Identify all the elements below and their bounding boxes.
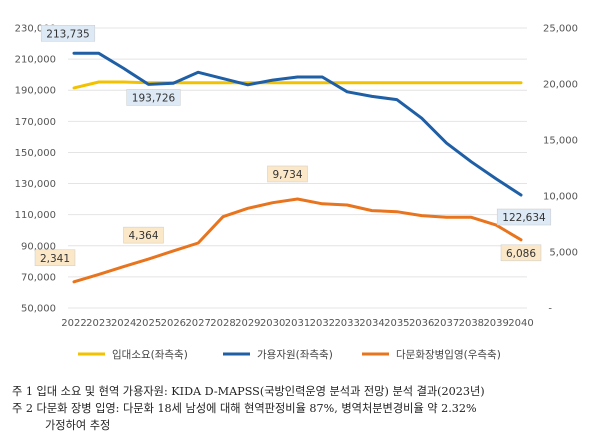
x-tick-label: 2039	[483, 318, 508, 329]
left-tick-label: 70,000	[21, 272, 56, 283]
x-tick-label: 2032	[310, 318, 335, 329]
callout-box	[123, 226, 164, 244]
left-axis-ticks: 50,000 70,000 90,000 110,000 130,000 150,000 1…	[15, 24, 56, 315]
chart: 50,000 70,000 90,000 110,000 130,000 150,000 1…	[15, 24, 578, 362]
x-tick-label: 2034	[359, 318, 384, 329]
left-tick-label: 90,000	[21, 241, 56, 252]
callout-label: 9,734	[272, 169, 302, 181]
x-tick-label: 2036	[409, 318, 434, 329]
x-axis-ticks: 2022 2023 2024 2025 2026 2027 2028 2029 2030 2031…	[61, 318, 533, 329]
right-tick-label: 20,000	[543, 80, 578, 91]
callout: 9,734	[267, 165, 308, 183]
x-tick-label: 2023	[86, 318, 111, 329]
series-line-3	[72, 197, 523, 284]
x-tick-label: 2033	[334, 318, 359, 329]
callout-box	[126, 89, 181, 106]
x-tick-label: 2028	[210, 318, 235, 329]
callout-label: 213,735	[46, 28, 89, 40]
legend: 입대소요(좌측축) 가용자원(좌측축) 다문화장병입영(우측축)	[78, 348, 501, 361]
callout: 2,341	[34, 249, 76, 267]
callout-box	[496, 208, 552, 226]
callout: 193,726	[126, 89, 181, 106]
series-lines	[72, 51, 523, 284]
legend-label: 가용자원(좌측축)	[257, 349, 333, 361]
legend-label: 입대소요(좌측축)	[112, 348, 188, 361]
x-tick-label: 2040	[508, 318, 533, 329]
gridlines	[68, 27, 527, 309]
data-callouts: 213,735 193,726 122,634 2,341 4,364 9,734 6,08…	[34, 25, 552, 267]
callout: 6,086	[500, 244, 542, 262]
left-tick-label: 190,000	[15, 86, 56, 97]
x-tick-label: 2022	[61, 318, 86, 329]
callout-label: 4,364	[128, 230, 158, 242]
callout-label: 6,086	[506, 248, 536, 260]
left-tick-label: 110,000	[15, 210, 56, 221]
right-axis-ticks: - 5,000 10,000 15,000 20,000 25,000	[543, 24, 578, 315]
callout-label: 193,726	[132, 92, 176, 104]
callout: 4,364	[123, 226, 164, 244]
x-tick-label: 2031	[285, 318, 310, 329]
callout: 213,735	[40, 25, 96, 42]
right-tick-label: 10,000	[543, 192, 578, 203]
legend-item-3: 다문화장병입영(우측축)	[362, 348, 501, 361]
left-tick-label: 50,000	[21, 304, 56, 315]
footnote-2-continued: 가정하여 추정	[45, 419, 111, 432]
footnote-2: 주 2 다문화 장병 입영: 다문화 18세 남성에 대해 현역판정비율 87%…	[12, 402, 477, 415]
x-tick-label: 2038	[459, 318, 484, 329]
x-tick-label: 2029	[235, 318, 260, 329]
x-tick-label: 2027	[185, 318, 210, 329]
right-tick-label: 15,000	[543, 136, 578, 147]
callout-box	[40, 25, 96, 42]
footnote-1: 주 1 입대 소요 및 현역 가용자원: KIDA D-MAPSS(국방인력운영…	[12, 385, 485, 398]
x-tick-label: 2025	[136, 318, 161, 329]
left-tick-label: 170,000	[15, 117, 56, 128]
left-tick-label: 210,000	[15, 55, 56, 66]
legend-item-2: 가용자원(좌측축)	[223, 349, 333, 361]
legend-item-1: 입대소요(좌측축)	[78, 348, 188, 361]
left-tick-label: 230,000	[15, 24, 56, 35]
callout-box	[500, 244, 542, 262]
left-tick-label: 150,000	[15, 148, 56, 159]
callout-label: 2,341	[40, 253, 70, 265]
right-tick-label: 5,000	[549, 248, 578, 259]
x-tick-label: 2024	[111, 318, 136, 329]
legend-label: 다문화장병입영(우측축)	[396, 348, 501, 361]
callout-box	[267, 165, 308, 183]
x-tick-label: 2026	[161, 318, 186, 329]
x-tick-label: 2030	[260, 318, 285, 329]
x-tick-label: 2035	[384, 318, 409, 329]
left-tick-label: 130,000	[15, 179, 56, 190]
callout-box	[34, 249, 76, 267]
callout-label: 122,634	[502, 212, 546, 224]
right-tick-label: 25,000	[543, 24, 578, 35]
callout: 122,634	[496, 208, 552, 226]
x-tick-label: 2037	[434, 318, 459, 329]
series-line-1	[72, 80, 523, 90]
right-tick-label: -	[548, 304, 552, 315]
footnotes: 주 1 입대 소요 및 현역 가용자원: KIDA D-MAPSS(국방인력운영…	[12, 383, 590, 434]
series-line-2	[72, 51, 523, 197]
